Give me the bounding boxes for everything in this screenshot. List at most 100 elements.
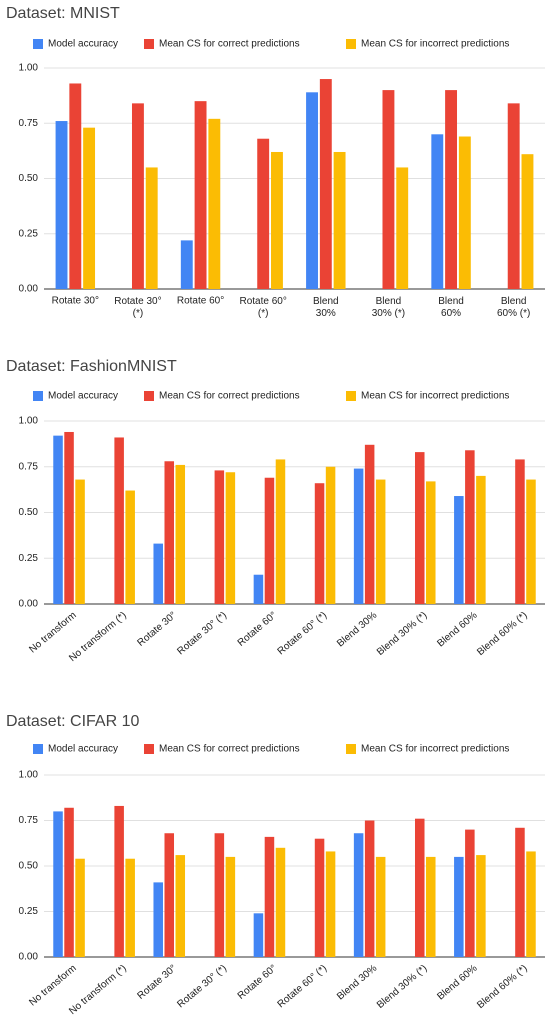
bar (253, 574, 264, 604)
bar (264, 836, 275, 957)
bar (175, 464, 186, 604)
x-tick-label: No transform (27, 610, 78, 656)
x-tick-label: Blend 30% (313, 296, 339, 319)
bar (253, 913, 264, 957)
y-tick-label: 1.00 (19, 416, 39, 427)
y-tick-label: 0.75 (19, 118, 39, 129)
legend-label: Mean CS for correct predictions (159, 39, 300, 50)
bar (125, 858, 135, 957)
legend-swatch (33, 744, 43, 754)
bar (353, 468, 364, 604)
x-tick-label: Blend 30% (*) (375, 963, 429, 1011)
bar (83, 127, 96, 289)
legend-swatch (144, 391, 154, 401)
bar (153, 882, 163, 957)
bar (445, 90, 458, 289)
x-tick-label: Rotate 60° (*) (240, 296, 287, 319)
y-tick-label: 0.25 (19, 906, 39, 917)
bar (526, 479, 536, 604)
bar (225, 472, 236, 604)
bar (64, 431, 74, 604)
bar (225, 856, 236, 957)
x-tick-label: Rotate 60° (236, 610, 279, 649)
bar (526, 851, 536, 957)
bar (214, 470, 225, 604)
x-tick-label: Rotate 60° (*) (276, 963, 330, 1010)
x-tick-label: Blend 60% (438, 296, 464, 319)
legend-swatch (144, 39, 154, 49)
x-tick-label: Blend 30% (*) (375, 610, 429, 658)
x-tick-label: Rotate 30° (*) (175, 963, 229, 1010)
legend-swatch (33, 391, 43, 401)
chart-title: Dataset: FashionMNIST (6, 358, 177, 375)
bar (114, 805, 124, 957)
bar (515, 827, 525, 957)
bar (314, 838, 325, 957)
bar (465, 450, 475, 604)
bar (180, 240, 193, 289)
x-tick-label: Blend 60% (435, 610, 479, 650)
y-tick-label: 1.00 (19, 770, 39, 781)
bar (333, 151, 346, 289)
bar (458, 136, 471, 289)
y-tick-label: 0.75 (19, 461, 39, 472)
x-tick-label: Blend 60% (*) (475, 610, 529, 658)
y-tick-label: 1.00 (19, 63, 39, 74)
x-tick-label: Rotate 30° (52, 296, 99, 307)
legend-label: Mean CS for correct predictions (159, 744, 300, 755)
legend-swatch (346, 744, 356, 754)
x-tick-label: Rotate 30° (*) (175, 610, 229, 657)
y-tick-label: 0.25 (19, 228, 39, 239)
bar (515, 459, 525, 604)
legend-label: Model accuracy (48, 744, 118, 755)
bar (164, 833, 175, 957)
bar (476, 855, 486, 957)
x-tick-label: Rotate 30° (*) (114, 296, 161, 319)
bar (53, 435, 63, 604)
bar (75, 479, 85, 604)
bar (164, 461, 175, 604)
bar (175, 855, 186, 957)
bar (69, 83, 82, 289)
x-tick-label: Blend 30% (335, 610, 379, 650)
chart-title: Dataset: MNIST (6, 5, 120, 22)
x-tick-label: Rotate 60° (*) (276, 610, 330, 657)
bar (125, 490, 135, 604)
y-tick-label: 0.50 (19, 861, 39, 872)
bar (53, 811, 63, 957)
bar (114, 437, 124, 604)
bar (414, 452, 425, 604)
bar (153, 543, 163, 604)
bar (414, 818, 425, 957)
x-tick-label: No transform (27, 963, 78, 1009)
bar (64, 807, 74, 957)
bar (375, 856, 386, 957)
y-tick-label: 0.00 (19, 952, 39, 963)
bar (476, 475, 486, 604)
x-tick-label: Blend 30% (335, 963, 379, 1003)
bar (353, 833, 364, 957)
x-tick-label: Blend 60% (435, 963, 479, 1003)
x-tick-label: Blend 60% (*) (475, 963, 529, 1011)
bar (319, 79, 332, 289)
y-tick-label: 0.50 (19, 507, 39, 518)
bar (465, 829, 475, 957)
x-tick-label: Rotate 30° (136, 963, 179, 1002)
legend-label: Model accuracy (48, 391, 118, 402)
bar (396, 167, 409, 289)
chart-title: Dataset: CIFAR 10 (6, 713, 139, 730)
y-tick-label: 0.00 (19, 599, 39, 610)
bar (431, 134, 444, 289)
legend-label: Mean CS for correct predictions (159, 391, 300, 402)
bar (208, 118, 221, 289)
bar (364, 444, 375, 604)
legend-label: Mean CS for incorrect predictions (361, 391, 509, 402)
legend-swatch (144, 744, 154, 754)
bar (257, 138, 270, 289)
bar (507, 103, 520, 289)
x-tick-label: Blend 60% (*) (497, 296, 530, 319)
y-tick-label: 0.25 (19, 553, 39, 564)
bar (275, 847, 286, 957)
bar (364, 820, 375, 957)
